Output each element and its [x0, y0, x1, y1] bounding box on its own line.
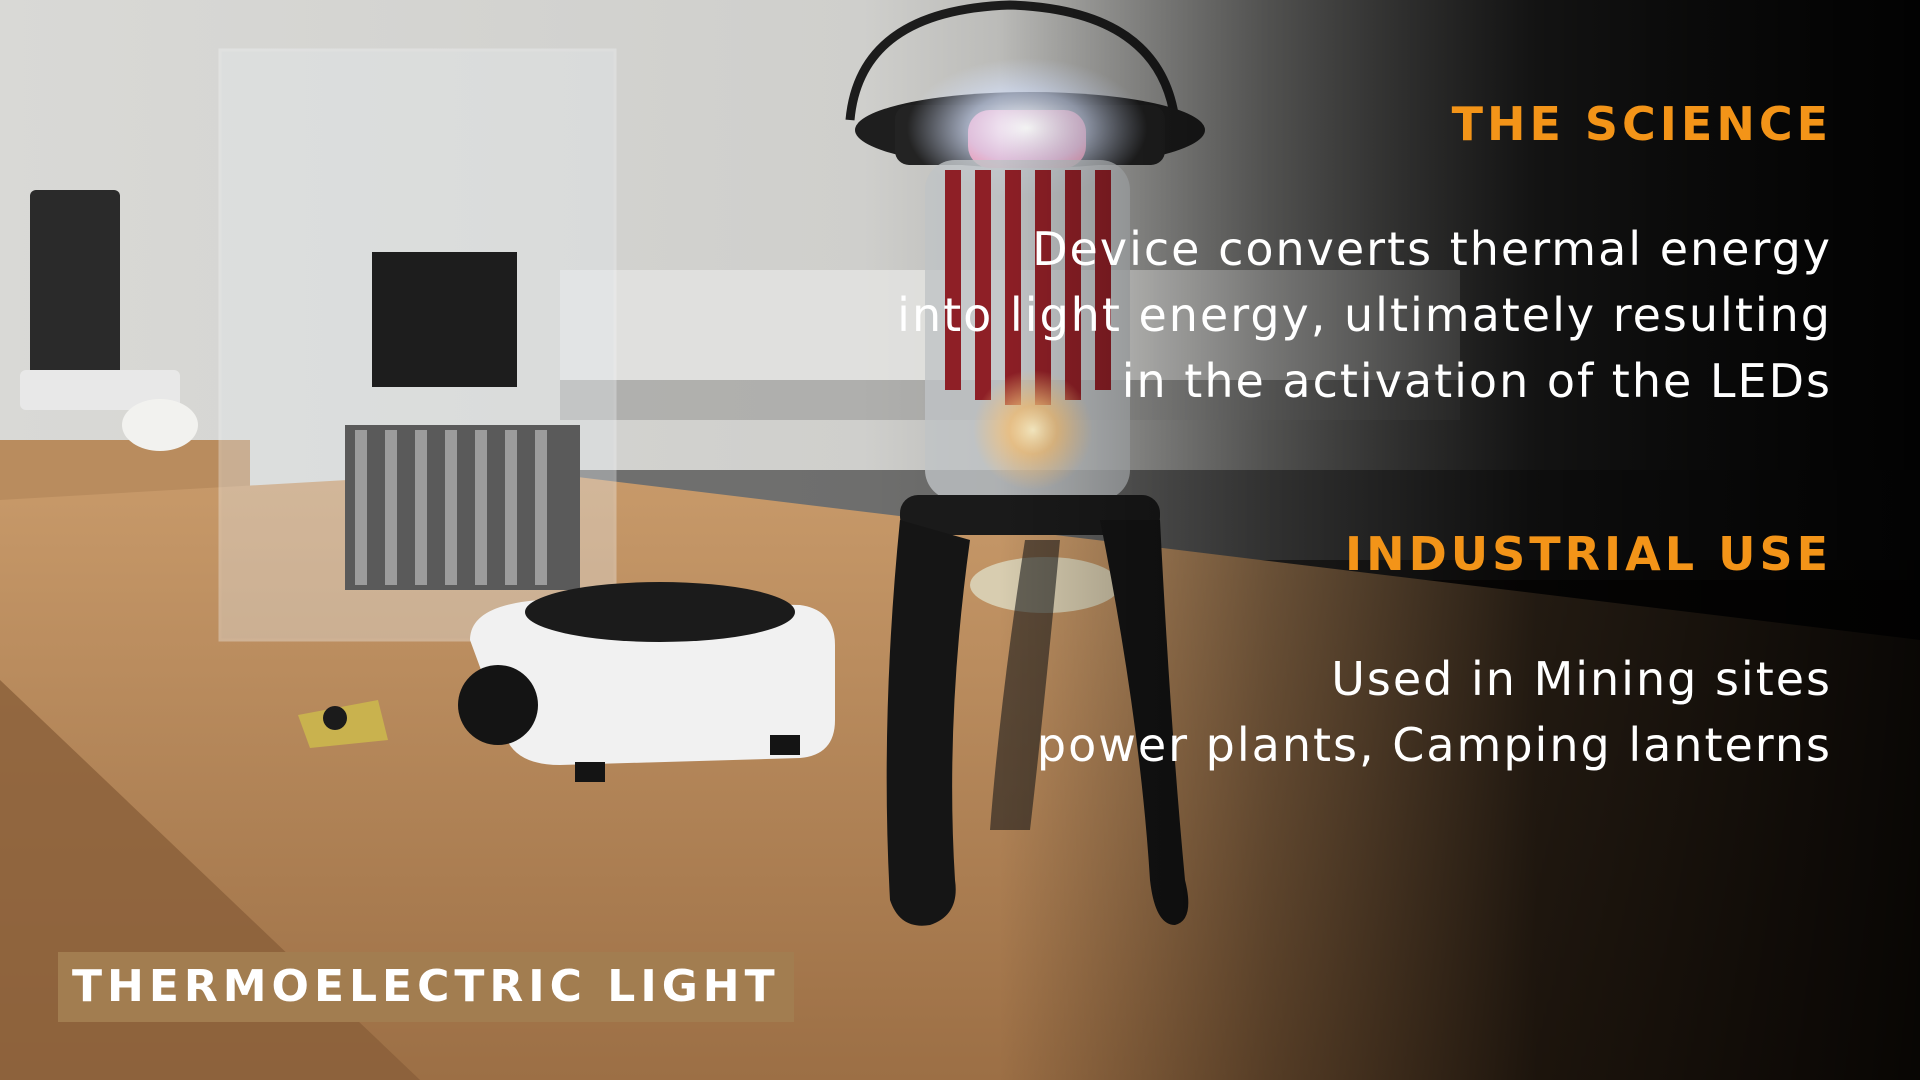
back-device	[30, 190, 120, 390]
hot-plate-foot-left	[575, 762, 605, 782]
science-line-3: in the activation of the LEDs	[1121, 354, 1832, 408]
hot-plate-knob	[458, 665, 538, 745]
matchbox-label	[323, 706, 347, 730]
science-line-1: Device converts thermal energy	[1032, 222, 1832, 276]
info-text-panel: THE SCIENCE Device converts thermal ener…	[832, 96, 1832, 778]
video-title-badge: THERMOELECTRIC LIGHT	[58, 952, 794, 1022]
cup	[122, 399, 198, 451]
science-heading: THE SCIENCE	[1451, 97, 1832, 151]
industrial-use-description: Used in Mining sites power plants, Campi…	[832, 646, 1832, 778]
industrial-line-1: Used in Mining sites	[1331, 652, 1832, 706]
science-line-2: into light energy, ultimately resulting	[897, 288, 1832, 342]
hot-plate-burner	[525, 582, 795, 642]
science-description: Device converts thermal energy into ligh…	[832, 216, 1832, 414]
industrial-use-heading: INDUSTRIAL USE	[1344, 527, 1832, 581]
industrial-line-2: power plants, Camping lanterns	[1036, 718, 1832, 772]
hot-plate-foot-right	[770, 735, 800, 755]
cooler-block	[372, 252, 517, 387]
